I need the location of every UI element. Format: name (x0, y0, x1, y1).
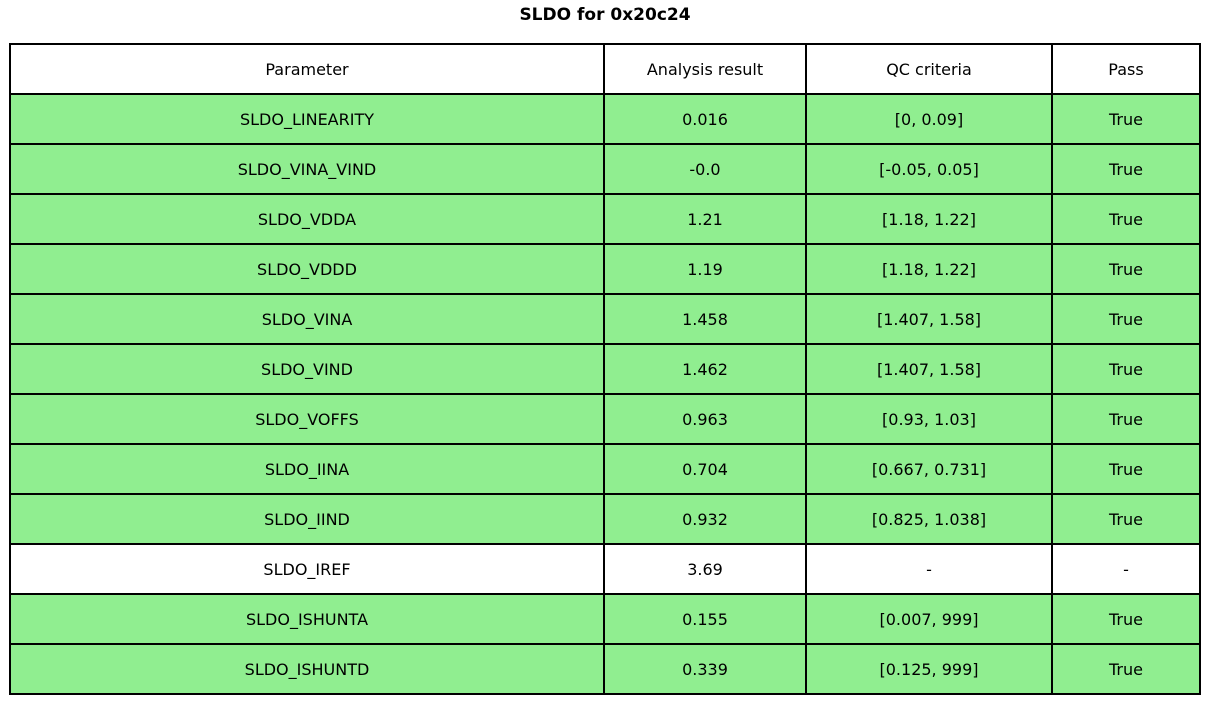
cell-parameter: SLDO_VDDD (9, 243, 605, 295)
header-row: Parameter Analysis result QC criteria Pa… (9, 43, 1201, 95)
cell-parameter: SLDO_ISHUNTD (9, 643, 605, 695)
table-row: SLDO_ISHUNTD 0.339 [0.125, 999] True (9, 643, 1201, 695)
cell-qc-criteria: [0.125, 999] (805, 643, 1053, 695)
cell-qc-criteria: [1.407, 1.58] (805, 343, 1053, 395)
cell-qc-criteria: [0, 0.09] (805, 93, 1053, 145)
qc-results-table: Parameter Analysis result QC criteria Pa… (9, 43, 1201, 695)
cell-parameter: SLDO_IINA (9, 443, 605, 495)
table-row: SLDO_IIND 0.932 [0.825, 1.038] True (9, 493, 1201, 545)
table-row: SLDO_VOFFS 0.963 [0.93, 1.03] True (9, 393, 1201, 445)
cell-qc-criteria: [1.18, 1.22] (805, 243, 1053, 295)
cell-pass: True (1051, 643, 1201, 695)
cell-qc-criteria: [-0.05, 0.05] (805, 143, 1053, 195)
table-row: SLDO_VINA 1.458 [1.407, 1.58] True (9, 293, 1201, 345)
table-row: SLDO_VDDD 1.19 [1.18, 1.22] True (9, 243, 1201, 295)
cell-qc-criteria: [0.825, 1.038] (805, 493, 1053, 545)
cell-pass: True (1051, 143, 1201, 195)
cell-parameter: SLDO_IIND (9, 493, 605, 545)
cell-qc-criteria: - (805, 543, 1053, 595)
cell-qc-criteria: [1.407, 1.58] (805, 293, 1053, 345)
cell-qc-criteria: [0.007, 999] (805, 593, 1053, 645)
cell-parameter: SLDO_IREF (9, 543, 605, 595)
cell-analysis-result: 3.69 (603, 543, 807, 595)
cell-qc-criteria: [0.667, 0.731] (805, 443, 1053, 495)
cell-pass: True (1051, 393, 1201, 445)
column-header-analysis-result: Analysis result (603, 43, 807, 95)
column-header-pass: Pass (1051, 43, 1201, 95)
table-row: SLDO_ISHUNTA 0.155 [0.007, 999] True (9, 593, 1201, 645)
cell-pass: True (1051, 193, 1201, 245)
table-row: SLDO_IREF 3.69 - - (9, 543, 1201, 595)
cell-pass: - (1051, 543, 1201, 595)
cell-analysis-result: 1.21 (603, 193, 807, 245)
column-header-qc-criteria: QC criteria (805, 43, 1053, 95)
cell-parameter: SLDO_VINA_VIND (9, 143, 605, 195)
cell-qc-criteria: [1.18, 1.22] (805, 193, 1053, 245)
cell-pass: True (1051, 593, 1201, 645)
column-header-parameter: Parameter (9, 43, 605, 95)
table-row: SLDO_LINEARITY 0.016 [0, 0.09] True (9, 93, 1201, 145)
cell-parameter: SLDO_VOFFS (9, 393, 605, 445)
cell-analysis-result: 0.339 (603, 643, 807, 695)
cell-pass: True (1051, 493, 1201, 545)
cell-parameter: SLDO_LINEARITY (9, 93, 605, 145)
cell-analysis-result: -0.0 (603, 143, 807, 195)
cell-pass: True (1051, 443, 1201, 495)
cell-qc-criteria: [0.93, 1.03] (805, 393, 1053, 445)
cell-analysis-result: 1.458 (603, 293, 807, 345)
table-row: SLDO_VIND 1.462 [1.407, 1.58] True (9, 343, 1201, 395)
cell-analysis-result: 1.462 (603, 343, 807, 395)
table-row: SLDO_VINA_VIND -0.0 [-0.05, 0.05] True (9, 143, 1201, 195)
cell-analysis-result: 0.155 (603, 593, 807, 645)
cell-pass: True (1051, 343, 1201, 395)
cell-analysis-result: 1.19 (603, 243, 807, 295)
cell-analysis-result: 0.016 (603, 93, 807, 145)
cell-parameter: SLDO_VINA (9, 293, 605, 345)
cell-parameter: SLDO_VIND (9, 343, 605, 395)
cell-analysis-result: 0.704 (603, 443, 807, 495)
cell-pass: True (1051, 293, 1201, 345)
chart-title: SLDO for 0x20c24 (519, 5, 691, 25)
table-row: SLDO_IINA 0.704 [0.667, 0.731] True (9, 443, 1201, 495)
cell-analysis-result: 0.932 (603, 493, 807, 545)
cell-parameter: SLDO_ISHUNTA (9, 593, 605, 645)
cell-analysis-result: 0.963 (603, 393, 807, 445)
cell-pass: True (1051, 243, 1201, 295)
table-row: SLDO_VDDA 1.21 [1.18, 1.22] True (9, 193, 1201, 245)
cell-pass: True (1051, 93, 1201, 145)
cell-parameter: SLDO_VDDA (9, 193, 605, 245)
